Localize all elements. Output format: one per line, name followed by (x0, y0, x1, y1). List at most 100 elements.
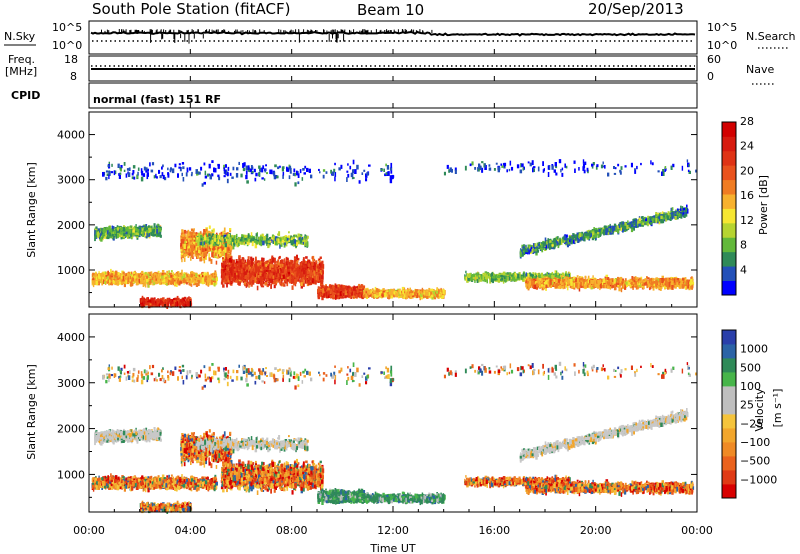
power-cell (228, 262, 231, 265)
power-cell (208, 230, 211, 233)
power-cell (170, 274, 172, 278)
power-cell (187, 255, 190, 258)
power-cell (188, 231, 190, 235)
power-cell (148, 232, 151, 237)
power-cell (205, 228, 208, 232)
power-cell (265, 267, 268, 270)
power-cell (309, 281, 312, 286)
power-cell (252, 275, 255, 280)
power-cell (283, 258, 286, 263)
power-cell (244, 275, 247, 279)
power-cell (110, 268, 112, 273)
power-cell (129, 232, 133, 237)
power-cell (230, 250, 232, 254)
power-cell (132, 231, 134, 235)
power-cell (125, 231, 128, 235)
power-cell (240, 268, 243, 274)
power-cell (94, 236, 96, 242)
power-cell (288, 278, 291, 281)
power-cell (139, 230, 141, 236)
freq-unit: [MHz] (5, 65, 37, 78)
power-cell (114, 229, 117, 233)
power-cell (280, 259, 284, 264)
power-cell (101, 272, 104, 276)
power-cell (304, 276, 307, 281)
power-cell (117, 230, 120, 234)
power-cell (231, 281, 234, 284)
power-cell (205, 275, 208, 280)
power-cell (278, 256, 281, 259)
power-cell (296, 254, 298, 260)
nsky-tick-top: 10^5 (52, 21, 82, 34)
power-cell (151, 279, 154, 283)
power-cell (158, 233, 161, 236)
power-cell (203, 252, 206, 257)
power-cell (224, 258, 227, 262)
power-cell (128, 226, 131, 232)
power-cell (122, 227, 126, 232)
power-cell (200, 257, 203, 262)
power-cell (109, 228, 112, 232)
power-cell (144, 283, 147, 288)
power-cell (183, 257, 186, 262)
power-cell (180, 248, 183, 252)
power-cell (206, 246, 209, 252)
power-cell (250, 268, 252, 272)
power-cell (319, 256, 322, 259)
power-cell (272, 272, 275, 276)
power-cell (257, 260, 260, 263)
power-cell (157, 232, 160, 237)
power-cell (279, 263, 281, 269)
power-cell (197, 280, 200, 283)
power-cell (185, 238, 188, 242)
power-cell (146, 275, 149, 279)
power-cell (142, 280, 145, 284)
power-cell (105, 227, 109, 231)
power-cell (238, 255, 241, 259)
nsky-panel: N.Sky 10^5 10^0 N.Search 10^5 10^0 (4, 20, 796, 55)
power-cell (205, 253, 207, 257)
power-cell (195, 273, 198, 278)
power-cell (134, 225, 137, 228)
power-cell (131, 277, 135, 282)
power-cell (270, 279, 273, 284)
power-cell (126, 231, 129, 235)
power-cell (123, 234, 125, 239)
power-cell (286, 257, 289, 261)
power-cell (101, 229, 104, 235)
power-cell (183, 253, 187, 257)
nsearch-label: N.Search (746, 30, 796, 43)
power-cell (119, 273, 122, 278)
power-cell (277, 272, 279, 277)
power-cell (125, 280, 128, 285)
power-cell (194, 278, 196, 281)
power-cell (274, 257, 276, 263)
power-cell (108, 226, 111, 230)
power-cell (293, 271, 296, 276)
power-cell (163, 278, 166, 283)
power-cell (221, 270, 224, 274)
power-cell (209, 275, 212, 280)
power-cell (161, 270, 165, 273)
power-cell (146, 279, 148, 282)
power-cell (138, 279, 141, 284)
power-cell (190, 271, 193, 274)
power-cell (250, 277, 253, 282)
power-cell (99, 234, 101, 240)
power-cell (105, 230, 108, 234)
power-cell (271, 264, 274, 268)
power-cell (248, 264, 250, 268)
power-cell (153, 223, 156, 229)
power-cell (231, 277, 235, 281)
power-cell (183, 244, 186, 249)
power-cell (153, 282, 156, 285)
power-cell (302, 259, 305, 264)
power-cell (306, 270, 310, 275)
power-cell (108, 283, 110, 286)
power-cell (120, 228, 123, 232)
power-cell (263, 266, 266, 270)
power-cell (213, 276, 216, 279)
power-cell (215, 280, 218, 285)
